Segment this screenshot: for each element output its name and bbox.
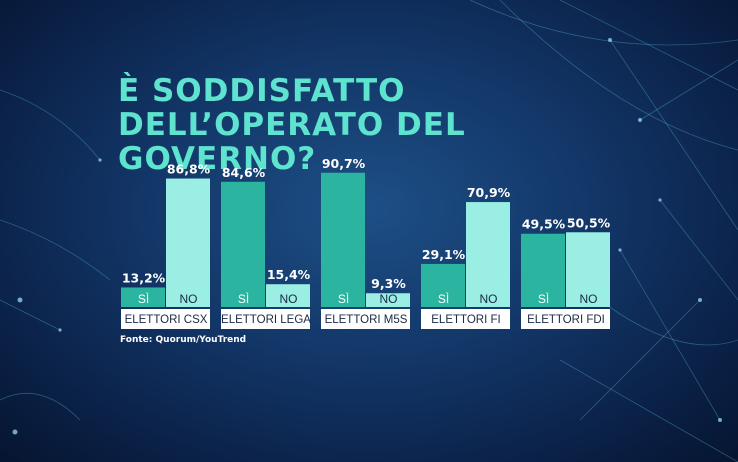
- data-label: 13,2%: [122, 270, 166, 285]
- data-label: 29,1%: [422, 247, 466, 262]
- data-label: 9,3%: [371, 276, 406, 291]
- source-note: Fonte: Quorum/YouTrend: [120, 335, 247, 345]
- bar-series-label: SÌ: [138, 291, 149, 306]
- category-label: ELETTORI CSX: [125, 314, 208, 326]
- bar-series-label: SÌ: [438, 291, 449, 306]
- category-label-box: [521, 309, 610, 329]
- data-label: 70,9%: [467, 185, 511, 200]
- bar-no: [466, 202, 510, 307]
- bar-series-label: SÌ: [238, 291, 249, 306]
- category-label: ELETTORI FI: [431, 314, 500, 326]
- category-label: ELETTORI FDI: [527, 314, 605, 326]
- bar-no: [566, 232, 610, 307]
- category-label: ELETTORI M5S: [325, 314, 408, 326]
- bar-si: [121, 287, 165, 307]
- data-label: 50,5%: [567, 215, 611, 230]
- category-label-box: [421, 309, 510, 329]
- bar-series-label: NO: [580, 292, 598, 306]
- bar-series-label: NO: [180, 292, 198, 306]
- bar-series-label: NO: [280, 292, 298, 306]
- bar-series-label: SÌ: [538, 291, 549, 306]
- bar-si: [521, 233, 565, 307]
- bar-si: [321, 172, 365, 307]
- category-label: ELETTORI LEGA: [221, 314, 311, 326]
- data-label: 84,6%: [222, 165, 266, 180]
- data-label: 15,4%: [267, 267, 311, 282]
- chart-title: È SODDISFATTO DELL’OPERATO DEL GOVERNO?: [118, 73, 466, 177]
- category-label-box: [221, 309, 310, 329]
- bar-si: [221, 181, 265, 307]
- data-label: 49,5%: [522, 217, 566, 232]
- bar-no: [366, 293, 410, 307]
- category-label-box: [121, 309, 210, 329]
- bar-series-label: NO: [380, 292, 398, 306]
- data-label: 86,8%: [167, 162, 211, 177]
- category-label-box: [321, 309, 410, 329]
- bar-series-label: SÌ: [338, 291, 349, 306]
- data-label: 90,7%: [322, 156, 366, 171]
- bar-no: [266, 284, 310, 307]
- bar-si: [421, 263, 465, 307]
- bar-series-label: NO: [480, 292, 498, 306]
- bar-no: [166, 178, 210, 307]
